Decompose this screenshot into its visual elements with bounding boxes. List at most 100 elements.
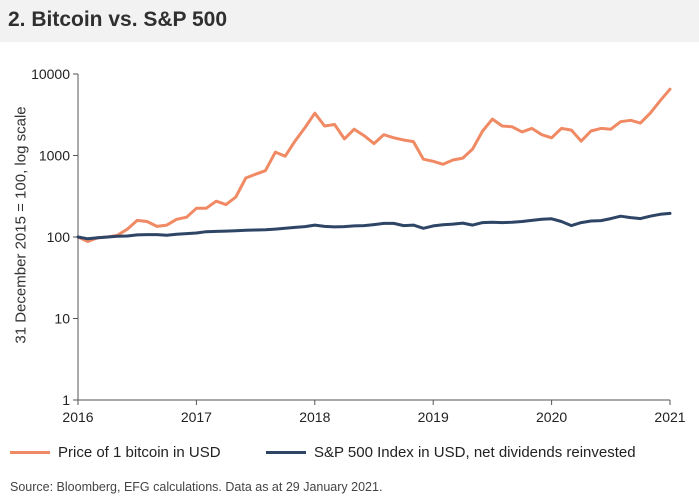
y-axis: 1 10 100 1000 10000 <box>31 66 79 408</box>
data-point-sp500 <box>441 223 445 226</box>
data-point-bitcoin <box>323 124 326 128</box>
data-point-bitcoin <box>343 137 346 141</box>
data-point-sp500 <box>599 219 603 222</box>
data-point-bitcoin <box>224 203 228 206</box>
data-point-bitcoin <box>195 207 198 210</box>
data-point-sp500 <box>372 223 376 226</box>
data-point-sp500 <box>343 225 346 228</box>
data-point-sp500 <box>451 222 455 226</box>
data-point-bitcoin <box>599 127 603 130</box>
data-point-sp500 <box>284 227 287 230</box>
data-point-sp500 <box>520 220 524 223</box>
data-point-sp500 <box>264 228 267 231</box>
data-point-sp500 <box>471 223 474 227</box>
data-point-sp500 <box>333 225 336 229</box>
x-tick-label: 2020 <box>536 409 567 425</box>
data-point-bitcoin <box>461 156 464 160</box>
data-point-sp500 <box>412 223 415 227</box>
data-point-bitcoin <box>86 240 90 243</box>
data-point-sp500 <box>323 225 326 228</box>
data-point-sp500 <box>363 224 366 227</box>
data-point-sp500 <box>481 221 484 224</box>
data-point-sp500 <box>185 232 188 235</box>
data-point-bitcoin <box>471 147 474 151</box>
x-tick-label: 2017 <box>181 409 212 425</box>
data-point-bitcoin <box>589 129 593 133</box>
data-point-bitcoin <box>550 136 553 139</box>
series-layer <box>76 87 672 243</box>
data-point-bitcoin <box>402 138 405 142</box>
data-point-bitcoin <box>530 127 533 130</box>
data-point-sp500 <box>96 236 100 239</box>
data-point-sp500 <box>580 221 583 224</box>
data-point-sp500 <box>195 231 198 235</box>
y-tick-label: 1000 <box>39 148 70 164</box>
data-point-bitcoin <box>649 112 652 115</box>
legend-swatch-sp500 <box>266 450 306 454</box>
data-point-sp500 <box>155 233 159 236</box>
data-point-bitcoin <box>303 126 307 129</box>
data-point-bitcoin <box>520 130 524 134</box>
data-point-sp500 <box>116 235 119 238</box>
data-point-sp500 <box>609 217 612 220</box>
data-point-sp500 <box>550 217 553 220</box>
data-point-bitcoin <box>639 121 642 125</box>
data-point-sp500 <box>589 219 593 223</box>
data-point-bitcoin <box>511 125 514 128</box>
data-point-sp500 <box>501 221 504 224</box>
data-point-bitcoin <box>560 127 563 130</box>
legend-item-sp500: S&P 500 Index in USD, net dividends rein… <box>266 443 636 461</box>
data-point-sp500 <box>244 229 247 232</box>
data-point-bitcoin <box>234 195 237 199</box>
data-point-sp500 <box>560 220 563 223</box>
line-chart: 1 10 100 1000 10000 2016 2017 2018 2019 2020 2021 <box>31 66 686 425</box>
x-tick-label: 2019 <box>418 409 449 425</box>
data-point-bitcoin <box>185 216 188 219</box>
y-tick-label: 10000 <box>31 66 70 82</box>
data-point-bitcoin <box>145 220 149 223</box>
data-point-bitcoin <box>175 218 178 221</box>
data-point-sp500 <box>402 224 405 227</box>
data-point-sp500 <box>106 235 109 239</box>
data-point-bitcoin <box>136 219 139 222</box>
data-point-sp500 <box>165 234 168 237</box>
y-tick-label: 1 <box>62 392 70 408</box>
data-point-sp500 <box>234 229 237 232</box>
data-point-sp500 <box>540 218 543 221</box>
data-point-sp500 <box>619 215 622 218</box>
data-point-bitcoin <box>155 225 159 228</box>
chart-title: 2. Bitcoin vs. S&P 500 <box>8 8 228 31</box>
data-point-sp500 <box>659 213 662 216</box>
data-point-sp500 <box>422 227 425 230</box>
data-point-bitcoin <box>215 200 218 203</box>
data-point-bitcoin <box>659 99 662 102</box>
data-point-bitcoin <box>481 129 484 133</box>
data-point-sp500 <box>274 227 277 231</box>
data-point-bitcoin <box>205 207 208 210</box>
data-point-sp500 <box>303 225 307 228</box>
data-point-bitcoin <box>451 158 455 162</box>
data-point-bitcoin <box>372 142 376 145</box>
series-bitcoin <box>76 87 672 243</box>
data-point-sp500 <box>126 234 129 238</box>
data-point-bitcoin <box>363 134 366 137</box>
data-point-sp500 <box>432 224 435 228</box>
data-point-bitcoin <box>313 112 316 115</box>
series-sp500 <box>76 211 672 241</box>
data-point-bitcoin <box>609 128 612 131</box>
data-point-bitcoin <box>382 133 385 136</box>
data-point-bitcoin <box>244 176 247 180</box>
data-point-sp500 <box>511 221 514 224</box>
x-tick-label: 2016 <box>62 409 93 425</box>
data-point-sp500 <box>491 221 494 224</box>
legend-swatch-bitcoin <box>10 450 50 454</box>
data-point-sp500 <box>205 230 208 233</box>
y-tick-label: 10 <box>54 311 70 327</box>
data-point-bitcoin <box>668 88 672 91</box>
data-point-bitcoin <box>392 136 395 139</box>
data-point-sp500 <box>382 222 385 225</box>
x-axis: 2016 2017 2018 2019 2020 2021 <box>62 399 686 425</box>
data-point-bitcoin <box>580 139 583 143</box>
data-point-bitcoin <box>570 128 573 132</box>
data-point-sp500 <box>224 229 228 233</box>
